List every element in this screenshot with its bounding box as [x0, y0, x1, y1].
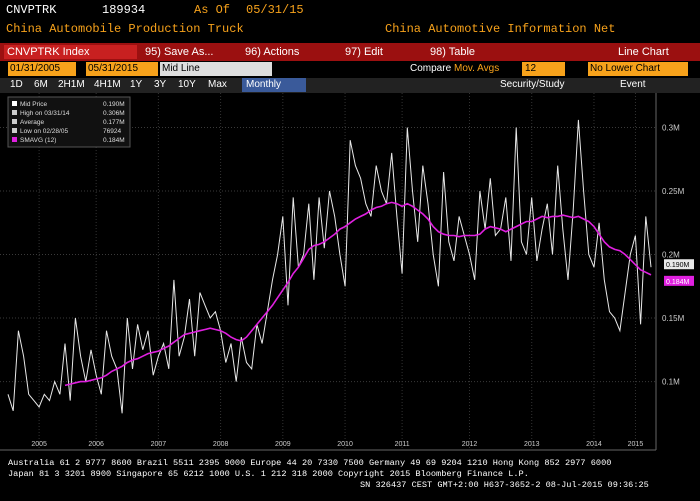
- toolbar-button[interactable]: 97) Edit: [345, 46, 383, 58]
- studies[interactable]: Mov. Avgs: [454, 63, 500, 74]
- last-value-tag: [664, 275, 694, 286]
- source: China Automotive Information Net: [385, 22, 616, 36]
- legend-box: [7, 96, 131, 148]
- as-of-label: As Of: [194, 3, 231, 17]
- legend-value: 0.306M: [103, 110, 125, 117]
- lower-chart[interactable]: No Lower Chart: [588, 62, 688, 76]
- last-value-tag: [664, 259, 694, 270]
- as-of-date: 05/31/15: [246, 3, 304, 17]
- event-menu[interactable]: Event: [620, 79, 646, 90]
- view-type[interactable]: Line Chart: [618, 46, 669, 58]
- style-field[interactable]: Mid Line: [160, 62, 272, 76]
- ticker: CNVPTRK: [6, 3, 57, 17]
- legend-label: Mid Price: [20, 101, 47, 108]
- legend-label: Average: [20, 119, 44, 126]
- period-field[interactable]: 12: [522, 62, 565, 76]
- x-tick-label: 2010: [337, 441, 353, 448]
- legend-swatch: [12, 101, 17, 106]
- x-tick-label: 2007: [151, 441, 167, 448]
- footer-line: Australia 61 2 9777 8600 Brazil 5511 239…: [8, 458, 612, 468]
- last-value-label: 0.190M: [666, 262, 690, 269]
- y-tick-label: 0.1M: [662, 378, 680, 387]
- compare[interactable]: Compare: [410, 63, 452, 74]
- legend-swatch: [12, 137, 17, 142]
- toolbar: [0, 43, 700, 61]
- range-button[interactable]: Max: [208, 79, 227, 90]
- range-button[interactable]: 1D: [10, 79, 23, 90]
- range-button[interactable]: 2H1M: [58, 79, 85, 90]
- y-tick-label: 0.2M: [662, 251, 680, 260]
- series-line: [64, 201, 652, 387]
- legend-value: 76924: [103, 128, 121, 135]
- legend-label: Low on 02/28/05: [20, 128, 68, 135]
- toolbar-button[interactable]: 98) Table: [430, 46, 476, 58]
- x-tick-label: 2005: [31, 441, 47, 448]
- legend-swatch: [12, 110, 17, 115]
- x-tick-label: 2011: [395, 441, 410, 448]
- range-button[interactable]: 3Y: [154, 79, 167, 90]
- legend-value: 0.184M: [103, 137, 125, 144]
- toolbar-button[interactable]: 96) Actions: [245, 46, 300, 58]
- code: 189934: [102, 3, 146, 17]
- series-line: [7, 119, 652, 414]
- x-tick-label: 2008: [213, 441, 229, 448]
- range-button[interactable]: 1Y: [130, 79, 143, 90]
- toolbar-button[interactable]: 95) Save As...: [145, 46, 214, 58]
- y-tick-label: 0.15M: [662, 314, 685, 323]
- footer-line: Japan 81 3 3201 8900 Singapore 65 6212 1…: [8, 469, 529, 479]
- range-button[interactable]: 6M: [34, 79, 48, 90]
- range-button[interactable]: 4H1M: [94, 79, 121, 90]
- security-name: China Automobile Production Truck: [6, 22, 244, 36]
- x-tick-label: 2006: [88, 441, 104, 448]
- legend-value: 0.190M: [103, 101, 125, 108]
- frequency[interactable]: Monthly: [242, 78, 306, 92]
- legend-swatch: [12, 128, 17, 133]
- y-tick-label: 0.25M: [662, 187, 685, 196]
- security-field[interactable]: CNVPTRK Index: [4, 45, 137, 59]
- end-date[interactable]: 05/31/2015: [86, 62, 158, 76]
- x-tick-label: 2009: [275, 441, 291, 448]
- legend-swatch: [12, 119, 17, 124]
- y-tick-label: 0.3M: [662, 123, 680, 132]
- legend-label: SMAVG (12): [20, 137, 56, 144]
- footer-line: SN 326437 CEST GMT+2:00 H637-3652-2 08-J…: [360, 480, 649, 490]
- legend-label: High on 03/31/14: [20, 110, 70, 117]
- start-date[interactable]: 01/31/2005: [8, 62, 76, 76]
- x-tick-label: 2012: [462, 441, 478, 448]
- legend: Mid Price 0.190M High on 03/31/14 0.306M Ave…: [7, 96, 131, 148]
- x-tick-label: 2014: [586, 441, 602, 448]
- legend-value: 0.177M: [103, 119, 125, 126]
- x-tick-label: 2015: [628, 441, 644, 448]
- range-bar: [0, 78, 700, 93]
- study-menu[interactable]: Security/Study: [500, 79, 565, 90]
- last-value-label: 0.184M: [666, 279, 690, 286]
- range-button[interactable]: 10Y: [178, 79, 196, 90]
- x-tick-label: 2013: [524, 441, 540, 448]
